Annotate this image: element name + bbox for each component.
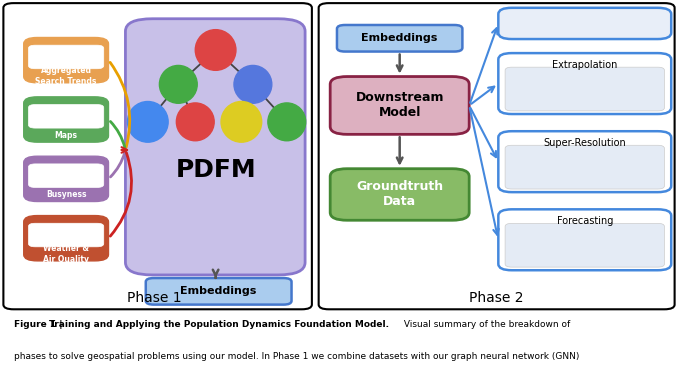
FancyBboxPatch shape <box>24 97 108 142</box>
FancyBboxPatch shape <box>28 45 104 69</box>
Text: Phase 2: Phase 2 <box>469 291 523 305</box>
FancyBboxPatch shape <box>24 216 108 261</box>
FancyBboxPatch shape <box>28 223 104 247</box>
Text: Training and Applying the Population Dynamics Foundation Model.: Training and Applying the Population Dyn… <box>49 320 389 329</box>
FancyBboxPatch shape <box>498 209 671 270</box>
Ellipse shape <box>159 66 197 103</box>
FancyBboxPatch shape <box>330 169 469 220</box>
Text: Super-Resolution: Super-Resolution <box>543 138 626 148</box>
Ellipse shape <box>195 30 236 70</box>
FancyBboxPatch shape <box>125 19 305 275</box>
Text: Forecasting: Forecasting <box>557 216 613 226</box>
FancyBboxPatch shape <box>28 104 104 128</box>
Text: Weather &
Air Quality: Weather & Air Quality <box>43 244 89 264</box>
Text: Embeddings: Embeddings <box>361 33 438 43</box>
Ellipse shape <box>221 101 262 142</box>
Ellipse shape <box>176 103 214 141</box>
FancyBboxPatch shape <box>498 131 671 192</box>
Ellipse shape <box>234 66 272 103</box>
Text: PDFM: PDFM <box>176 158 256 182</box>
Ellipse shape <box>127 101 168 142</box>
Text: Groundtruth
Data: Groundtruth Data <box>356 181 443 208</box>
FancyBboxPatch shape <box>24 37 108 83</box>
Text: Busyness: Busyness <box>46 190 86 199</box>
FancyBboxPatch shape <box>505 145 664 189</box>
FancyBboxPatch shape <box>24 156 108 202</box>
FancyBboxPatch shape <box>146 278 292 305</box>
Text: Embeddings: Embeddings <box>180 287 257 296</box>
Text: Visual summary of the breakdown of: Visual summary of the breakdown of <box>401 320 570 329</box>
FancyBboxPatch shape <box>319 3 675 309</box>
FancyBboxPatch shape <box>28 164 104 187</box>
FancyBboxPatch shape <box>498 8 671 39</box>
Text: phases to solve geospatial problems using our model. In Phase 1 we combine datas: phases to solve geospatial problems usin… <box>14 352 579 361</box>
FancyBboxPatch shape <box>330 77 469 134</box>
Text: Downstream
Model: Downstream Model <box>355 91 444 119</box>
FancyBboxPatch shape <box>3 3 312 309</box>
Ellipse shape <box>268 103 306 141</box>
Text: Extrapolation: Extrapolation <box>552 60 618 70</box>
Text: Aggregated
Search Trends: Aggregated Search Trends <box>35 66 97 86</box>
Text: Maps: Maps <box>55 131 77 140</box>
Text: Figure 1 |: Figure 1 | <box>14 320 65 329</box>
Text: Phase 1: Phase 1 <box>127 291 182 305</box>
FancyBboxPatch shape <box>505 223 664 267</box>
FancyBboxPatch shape <box>498 53 671 114</box>
FancyBboxPatch shape <box>505 67 664 111</box>
FancyBboxPatch shape <box>337 25 462 51</box>
